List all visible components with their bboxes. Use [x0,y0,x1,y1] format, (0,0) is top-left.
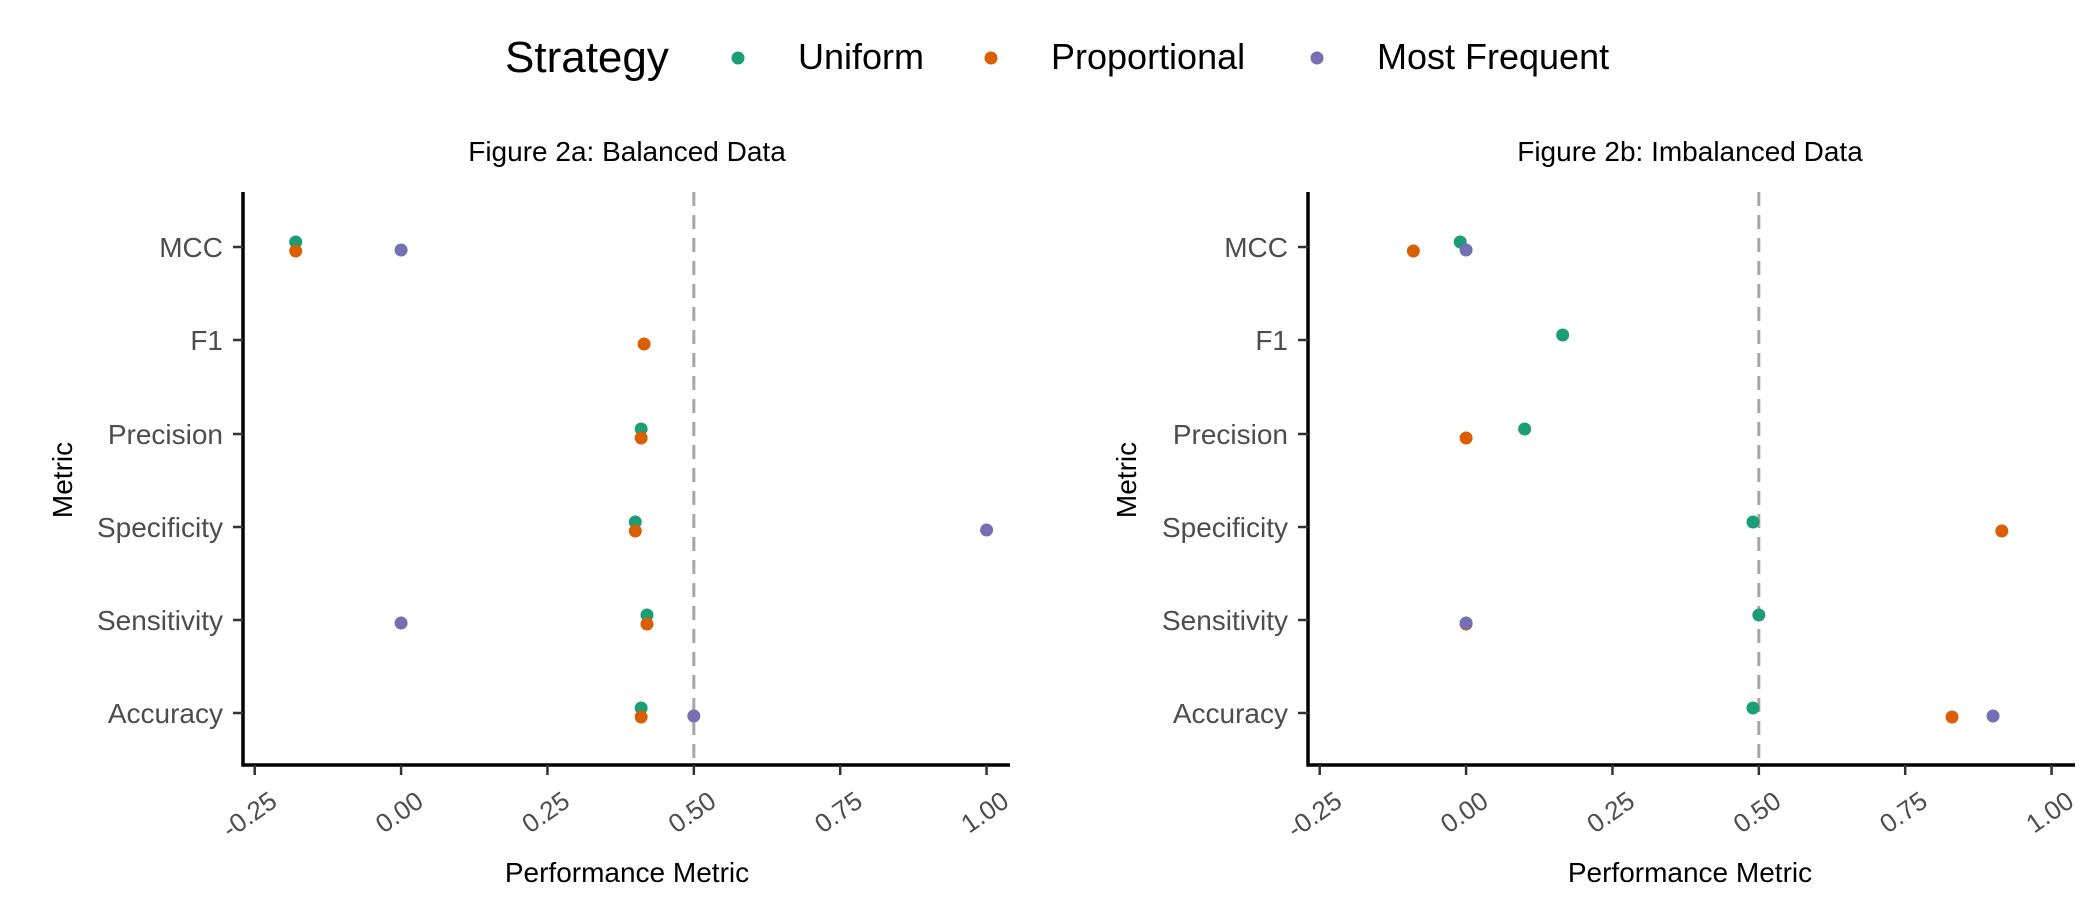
point-proportional-mcc [1406,244,1420,258]
point-most-frequent-mcc [394,243,408,257]
point-proportional-specificity [628,524,642,538]
y-tick-label-accuracy: Accuracy [1173,698,1288,729]
x-tick-label: 0.25 [1581,785,1640,839]
point-uniform-specificity [628,515,642,529]
legend-key-proportional [984,51,998,65]
x-tick-label: -0.25 [1281,785,1347,844]
y-tick-label-precision: Precision [108,419,223,450]
legend-item-proportional: Proportional [984,36,1245,77]
y-tick-label-sensitivity: Sensitivity [97,605,223,636]
point-proportional-precision [634,431,648,445]
legend-key-most-frequent [1310,51,1324,65]
legend-key-uniform [731,51,745,65]
point-uniform-precision [1518,422,1532,436]
legend-label-uniform: Uniform [798,36,924,77]
point-most-frequent-specificity [980,523,994,537]
series-most-frequent [1459,243,2000,723]
series-most-frequent [394,243,994,723]
x-tick-label: 0.00 [1435,785,1494,839]
point-most-frequent-sensitivity [394,616,408,630]
y-tick-label-mcc: MCC [1224,232,1288,263]
legend-label-proportional: Proportional [1051,36,1245,77]
y-axis-label: Metric [47,442,78,518]
x-tick-label: 0.50 [663,785,722,839]
point-most-frequent-accuracy [687,709,701,723]
point-uniform-specificity [1746,515,1760,529]
point-uniform-precision [634,422,648,436]
point-proportional-precision [1459,431,1473,445]
point-most-frequent-mcc [1459,243,1473,257]
panel-imbalanced: Figure 2b: Imbalanced Data Performance M… [1111,136,2079,888]
y-tick-label-accuracy: Accuracy [108,698,223,729]
point-most-frequent-accuracy [1986,709,2000,723]
x-tick-label: 0.75 [1874,785,1933,839]
point-most-frequent-sensitivity [1459,616,1473,630]
x-tick-label: 0.25 [516,785,575,839]
point-proportional-accuracy [1945,710,1959,724]
y-axis-label: Metric [1111,442,1142,518]
panel-title: Figure 2b: Imbalanced Data [1517,136,1863,167]
point-proportional-sensitivity [640,617,654,631]
point-proportional-accuracy [634,710,648,724]
point-proportional-f1 [637,337,651,351]
x-tick-label: 0.50 [1728,785,1787,839]
panel-title: Figure 2a: Balanced Data [468,136,786,167]
legend-label-most-frequent: Most Frequent [1377,36,1609,77]
point-uniform-sensitivity [1752,608,1766,622]
series-proportional [289,244,654,724]
legend-item-most-frequent: Most Frequent [1310,36,1609,77]
point-proportional-mcc [289,244,303,258]
x-tick-label: 0.75 [809,785,868,839]
legend-item-uniform: Uniform [731,36,924,77]
x-tick-label: 1.00 [955,785,1014,839]
x-axis-label: Performance Metric [1568,857,1812,888]
point-uniform-accuracy [634,701,648,715]
y-tick-label-precision: Precision [1173,419,1288,450]
y-tick-label-sensitivity: Sensitivity [1162,605,1288,636]
panel-balanced: Figure 2a: Balanced Data Performance Met… [47,136,1014,888]
series-uniform [289,235,654,715]
point-uniform-sensitivity [640,608,654,622]
y-tick-label-specificity: Specificity [97,512,223,543]
x-tick-label: -0.25 [216,785,282,844]
x-tick-label: 0.00 [370,785,429,839]
y-tick-label-f1: F1 [1255,325,1288,356]
y-tick-label-specificity: Specificity [1162,512,1288,543]
y-tick-label-f1: F1 [190,325,223,356]
series-uniform [1453,235,1766,715]
x-axis-label: Performance Metric [505,857,749,888]
point-proportional-specificity [1995,524,2009,538]
series-proportional [1406,244,2009,724]
point-uniform-accuracy [1746,701,1760,715]
x-tick-label: 1.00 [2020,785,2079,839]
point-uniform-f1 [1556,328,1570,342]
legend-title: Strategy [505,33,669,82]
legend: Strategy Uniform Proportional Most Frequen… [505,33,1609,82]
point-uniform-mcc [289,235,303,249]
y-tick-label-mcc: MCC [159,232,223,263]
